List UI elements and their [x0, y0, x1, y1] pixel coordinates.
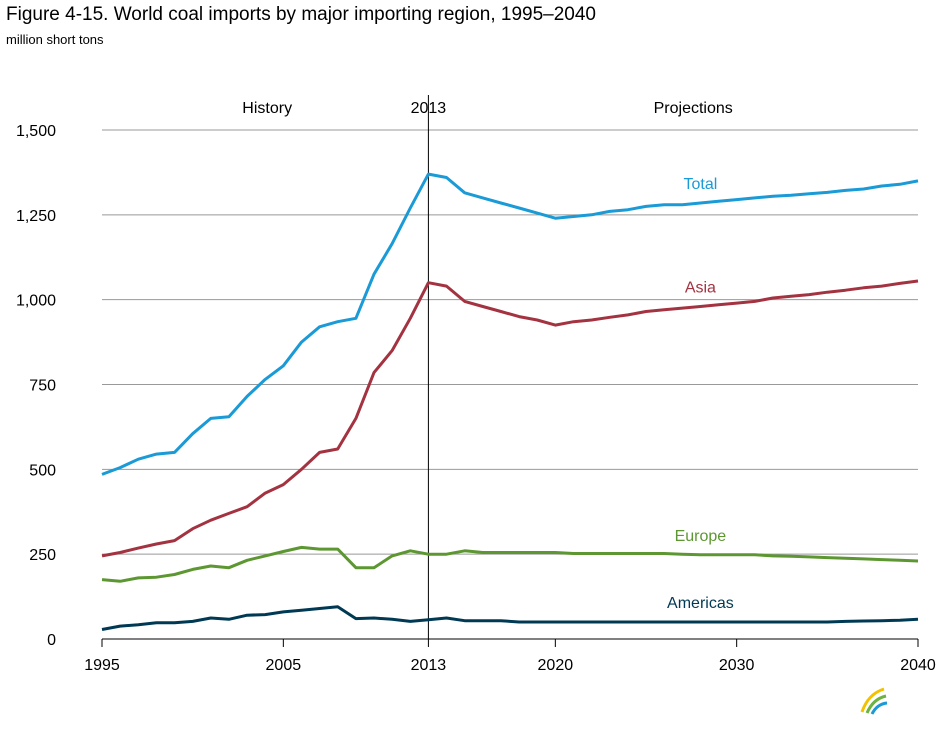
x-tick-label: 2013	[411, 657, 447, 674]
history-label: History	[242, 100, 292, 117]
x-tick-label: 2020	[538, 657, 574, 674]
series-lines	[101, 172, 919, 631]
y-tick-label: 500	[29, 462, 56, 479]
eia-logo-arc-yellow	[860, 687, 885, 713]
x-axis: 1995 2005 2013 2020 2030 2040	[84, 638, 936, 674]
projections-label: Projections	[654, 100, 733, 117]
x-tick-label: 2040	[900, 657, 936, 674]
chart-subtitle: million short tons	[6, 32, 104, 47]
x-tick-label: 2030	[719, 657, 755, 674]
divider-label: 2013	[411, 100, 447, 117]
series-label-americas: Americas	[667, 595, 734, 612]
series-label-europe: Europe	[675, 528, 727, 545]
x-tick-label: 1995	[84, 657, 120, 674]
eia-logo-arc-blue	[870, 701, 888, 715]
chart-title: Figure 4-15. World coal imports by major…	[6, 4, 597, 25]
x-tick-label: 2005	[266, 657, 302, 674]
series-labels: Total Asia Europe Americas	[667, 176, 734, 612]
y-tick-label: 1,250	[16, 208, 56, 225]
y-tick-label: 250	[29, 547, 56, 564]
gridlines	[102, 129, 918, 555]
y-tick-label: 1,000	[16, 293, 56, 310]
series-label-asia: Asia	[685, 279, 716, 296]
y-tick-label: 750	[29, 378, 56, 395]
eia-logo	[860, 687, 888, 715]
y-axis-ticks: 0 250 500 750 1,000 1,250 1,500	[16, 123, 56, 649]
eia-logo-arc-green	[865, 694, 887, 714]
series-line-europe	[101, 545, 919, 583]
series-line-americas	[101, 605, 919, 631]
series-line-total	[101, 172, 919, 476]
y-tick-label: 0	[47, 632, 56, 649]
series-line-asia	[101, 279, 919, 558]
y-tick-label: 1,500	[16, 123, 56, 140]
history-projection-divider: 2013 History Projections	[242, 95, 733, 639]
series-label-total: Total	[684, 176, 718, 193]
